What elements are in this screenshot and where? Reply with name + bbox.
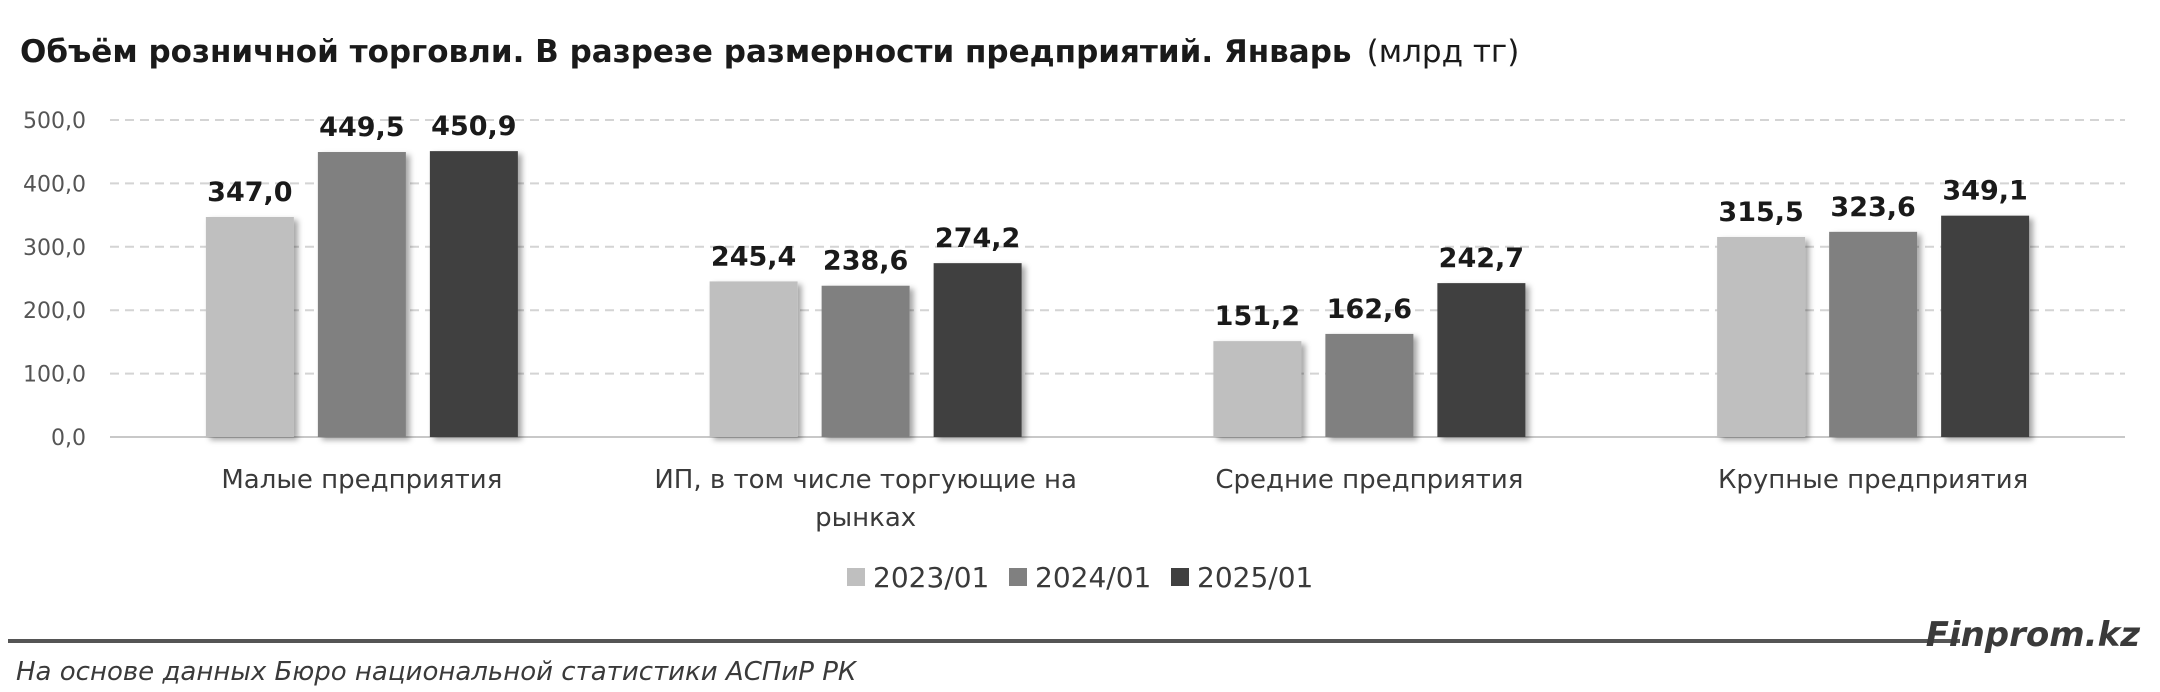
- legend-swatch: [1009, 568, 1027, 586]
- y-axis-ticks: 0,0 100,0 200,0 300,0 400,0 500,0: [23, 109, 86, 451]
- data-label: 349,1: [1942, 176, 2027, 207]
- data-label: 449,5: [319, 112, 404, 143]
- bar: [933, 263, 1022, 437]
- legend-item: 2025/01: [1197, 561, 1313, 594]
- brand-logo: Finprom.kz: [1926, 615, 2141, 655]
- category-label: Средние предприятия: [1215, 465, 1523, 495]
- bar: [1325, 333, 1414, 437]
- bars: [205, 151, 2030, 437]
- category-label: рынках: [815, 503, 916, 533]
- data-label: 238,6: [823, 246, 908, 277]
- bar: [429, 151, 518, 437]
- category-label: Крупные предприятия: [1718, 465, 2028, 495]
- y-tick-label: 400,0: [23, 172, 86, 197]
- data-label: 242,7: [1439, 243, 1524, 274]
- category-label: Малые предприятия: [221, 465, 502, 495]
- source-note: На основе данных Бюро национальной стати…: [16, 657, 858, 687]
- legend-item: 2023/01: [873, 561, 989, 594]
- y-tick-label: 500,0: [23, 109, 86, 134]
- bar: [821, 285, 910, 437]
- y-tick-label: 200,0: [23, 299, 86, 324]
- y-tick-label: 300,0: [23, 236, 86, 261]
- data-label: 315,5: [1718, 197, 1803, 228]
- y-tick-label: 100,0: [23, 363, 86, 388]
- legend-item: 2024/01: [1035, 561, 1151, 594]
- data-label: 274,2: [935, 223, 1020, 254]
- data-label: 347,0: [207, 177, 292, 208]
- data-label: 323,6: [1830, 192, 1915, 223]
- bar: [1437, 283, 1526, 437]
- legend-swatch: [1171, 568, 1189, 586]
- data-label: 151,2: [1215, 301, 1300, 332]
- chart-title-main: Объём розничной торговли. В разрезе разм…: [20, 34, 1352, 70]
- chart-title: Объём розничной торговли. В разрезе разм…: [20, 34, 1519, 70]
- data-labels: 347,0 449,5 450,9 245,4 238,6 274,2 151,2 162,6…: [207, 111, 2028, 332]
- data-label: 245,4: [711, 241, 796, 272]
- category-label: ИП, в том числе торгующие на: [654, 465, 1077, 495]
- bar: [1941, 215, 2030, 437]
- bar: [709, 281, 798, 437]
- legend: 2023/01 2024/01 2025/01: [847, 561, 1313, 594]
- bar: [1829, 231, 1918, 437]
- x-axis-categories: Малые предприятия ИП, в том числе торгующ…: [221, 465, 2028, 533]
- data-label: 450,9: [431, 111, 516, 142]
- chart-title-unit: (млрд тг): [1367, 34, 1520, 70]
- bar: [205, 217, 294, 437]
- legend-swatch: [847, 568, 865, 586]
- y-tick-label: 0,0: [51, 426, 86, 451]
- bar: [1717, 236, 1806, 437]
- bar: [1213, 341, 1302, 437]
- data-label: 162,6: [1327, 294, 1412, 325]
- gridlines: [110, 119, 2125, 438]
- bar: [317, 152, 406, 437]
